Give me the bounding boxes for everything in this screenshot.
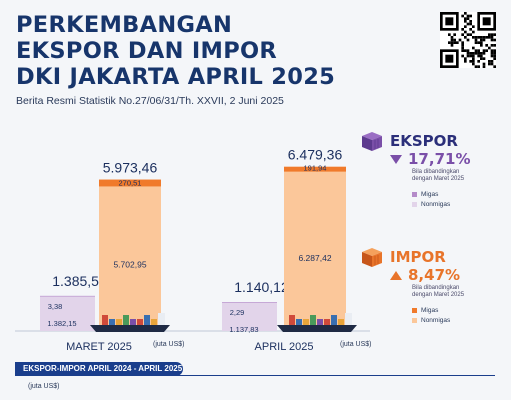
migas-swatch — [412, 308, 417, 313]
ekspor-change: 17,71% — [408, 150, 471, 168]
down-triangle-icon — [390, 154, 402, 164]
nonmigas-key: Nonmigas — [421, 317, 451, 324]
legend-ekspor: EKSPOR 17,71% Bila dibandingkan dengan M… — [360, 130, 510, 208]
unit-label: (juta US$) — [153, 341, 185, 348]
cargo-ship-icon — [90, 313, 170, 332]
ekspor-migas-bar — [222, 302, 277, 303]
migas-swatch — [412, 192, 417, 197]
impor-migas-label: 270,51 — [119, 178, 142, 187]
impor-note: Bila dibandingkan dengan Maret 2025 — [412, 285, 465, 298]
nonmigas-swatch — [412, 318, 417, 323]
impor-nonmigas-label: 6.287,42 — [298, 253, 331, 263]
ekspor-migas-bar — [40, 295, 95, 297]
period-label: MARET 2025 — [66, 341, 132, 353]
bottom-unit: (juta US$) — [28, 383, 60, 390]
ekspor-note: Bila dibandingkan dengan Maret 2025 — [412, 169, 465, 182]
qr-code-graphic — [440, 12, 496, 68]
impor-migas-bar — [99, 179, 161, 187]
title-line-3: DKI JAKARTA APRIL 2025 — [16, 64, 336, 90]
migas-key: Migas — [421, 307, 439, 314]
ekspor-nonmigas-bar — [40, 295, 95, 331]
impor-migas-bar — [284, 166, 346, 172]
up-triangle-icon — [390, 270, 402, 280]
ekspor-nonmigas-label: 1.137,83 — [229, 325, 258, 334]
ekspor-migas-label: 3,38 — [48, 302, 63, 311]
title-line-1: PERKEMBANGAN — [16, 12, 233, 38]
impor-nonmigas-bar — [99, 179, 161, 331]
ekspor-total-label: 1.385,53 — [52, 273, 107, 289]
impor-nonmigas-bar — [284, 166, 346, 331]
title-line-2: EKSPOR DAN IMPOR — [16, 38, 278, 64]
ekspor-label: EKSPOR — [390, 132, 458, 150]
bottom-section-band: EKSPOR-IMPOR APRIL 2024 - APRIL 2025 — [15, 362, 183, 376]
nonmigas-key: Nonmigas — [421, 201, 451, 208]
ekspor-nonmigas-bar — [222, 302, 277, 331]
page-title: PERKEMBANGAN EKSPOR DAN IMPOR DKI JAKART… — [16, 12, 416, 90]
impor-change: 8,47% — [408, 266, 461, 284]
migas-key: Migas — [421, 191, 439, 198]
impor-total-label: 6.479,36 — [288, 147, 343, 163]
ekspor-total-label: 1.140,12 — [234, 279, 289, 295]
impor-label: IMPOR — [390, 248, 446, 266]
nonmigas-swatch — [412, 202, 417, 207]
cargo-ship-icon — [277, 313, 357, 332]
ekspor-migas-label: 2,29 — [230, 308, 245, 317]
impor-total-label: 5.973,46 — [103, 160, 158, 176]
legend-impor: IMPOR 8,47% Bila dibandingkan dengan Mar… — [360, 246, 510, 324]
qr-code-icon[interactable] — [440, 12, 496, 68]
period-label: APRIL 2025 — [255, 341, 314, 353]
container-orange-icon — [362, 248, 382, 267]
page-subtitle: Berita Resmi Statistik No.27/06/31/Th. X… — [16, 95, 284, 107]
ekspor-nonmigas-label: 1.382,15 — [47, 319, 76, 328]
impor-nonmigas-label: 5.702,95 — [113, 259, 146, 269]
impor-migas-label: 191,94 — [304, 164, 327, 173]
bottom-divider — [15, 375, 495, 376]
container-purple-icon — [362, 132, 382, 151]
unit-label: (juta US$) — [340, 341, 372, 348]
